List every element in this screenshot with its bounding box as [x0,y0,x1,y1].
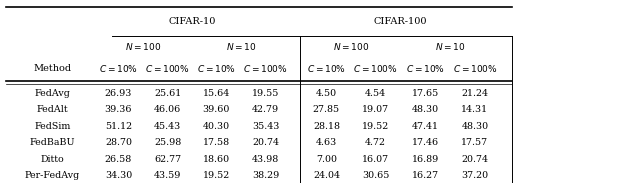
Text: $C = 10\%$: $C = 10\%$ [99,63,138,74]
Text: 16.07: 16.07 [362,155,389,164]
Text: 18.60: 18.60 [203,155,230,164]
Text: 4.54: 4.54 [365,89,387,98]
Text: 14.31: 14.31 [461,105,488,114]
Text: Ditto: Ditto [40,155,65,164]
Text: 4.63: 4.63 [316,138,337,147]
Text: 16.27: 16.27 [412,171,439,180]
Text: 39.36: 39.36 [105,105,132,114]
Text: 40.30: 40.30 [203,122,230,131]
Text: 28.70: 28.70 [105,138,132,147]
Text: 17.46: 17.46 [412,138,439,147]
Text: $N = 100$: $N = 100$ [125,41,161,52]
Text: 45.43: 45.43 [154,122,181,131]
Text: CIFAR-100: CIFAR-100 [374,17,428,26]
Text: Method: Method [33,64,72,73]
Text: 19.52: 19.52 [362,122,389,131]
Text: 4.72: 4.72 [365,138,386,147]
Text: 26.93: 26.93 [105,89,132,98]
Text: 37.20: 37.20 [461,171,488,180]
Text: 48.30: 48.30 [461,122,488,131]
Text: $C = 100\%$: $C = 100\%$ [353,63,398,74]
Text: CIFAR-10: CIFAR-10 [168,17,216,26]
Text: 38.29: 38.29 [252,171,279,180]
Text: 51.12: 51.12 [105,122,132,131]
Text: Per-FedAvg: Per-FedAvg [25,171,80,180]
Text: 43.59: 43.59 [154,171,181,180]
Text: 28.18: 28.18 [313,122,340,131]
Text: $C = 100\%$: $C = 100\%$ [243,63,288,74]
Text: 35.43: 35.43 [252,122,279,131]
Text: 15.64: 15.64 [203,89,230,98]
Text: 47.41: 47.41 [412,122,439,131]
Text: 24.04: 24.04 [313,171,340,180]
Text: $C = 10\%$: $C = 10\%$ [197,63,236,74]
Text: $N = 10$: $N = 10$ [226,41,256,52]
Text: 25.61: 25.61 [154,89,181,98]
Text: 20.74: 20.74 [461,155,488,164]
Text: 48.30: 48.30 [412,105,439,114]
Text: 19.07: 19.07 [362,105,389,114]
Text: 42.79: 42.79 [252,105,279,114]
Text: 30.65: 30.65 [362,171,389,180]
Text: $C = 100\%$: $C = 100\%$ [452,63,497,74]
Text: $C = 10\%$: $C = 10\%$ [406,63,445,74]
Text: 19.52: 19.52 [203,171,230,180]
Text: 20.74: 20.74 [252,138,279,147]
Text: $C = 100\%$: $C = 100\%$ [145,63,190,74]
Text: FedAvg: FedAvg [35,89,70,98]
Text: 16.89: 16.89 [412,155,439,164]
Text: 17.65: 17.65 [412,89,439,98]
Text: 7.00: 7.00 [316,155,337,164]
Text: 17.58: 17.58 [203,138,230,147]
Text: $C = 10\%$: $C = 10\%$ [307,63,346,74]
Text: $N = 100$: $N = 100$ [333,41,369,52]
Text: 34.30: 34.30 [105,171,132,180]
Text: FedBaBU: FedBaBU [29,138,76,147]
Text: FedAlt: FedAlt [36,105,68,114]
Text: 17.57: 17.57 [461,138,488,147]
Text: 39.60: 39.60 [203,105,230,114]
Text: 43.98: 43.98 [252,155,279,164]
Text: 26.58: 26.58 [105,155,132,164]
Text: 21.24: 21.24 [461,89,488,98]
Text: 62.77: 62.77 [154,155,181,164]
Text: 25.98: 25.98 [154,138,181,147]
Text: FedSim: FedSim [35,122,70,131]
Text: $N = 10$: $N = 10$ [435,41,465,52]
Text: 46.06: 46.06 [154,105,181,114]
Text: 27.85: 27.85 [313,105,340,114]
Text: 4.50: 4.50 [316,89,337,98]
Text: 19.55: 19.55 [252,89,279,98]
